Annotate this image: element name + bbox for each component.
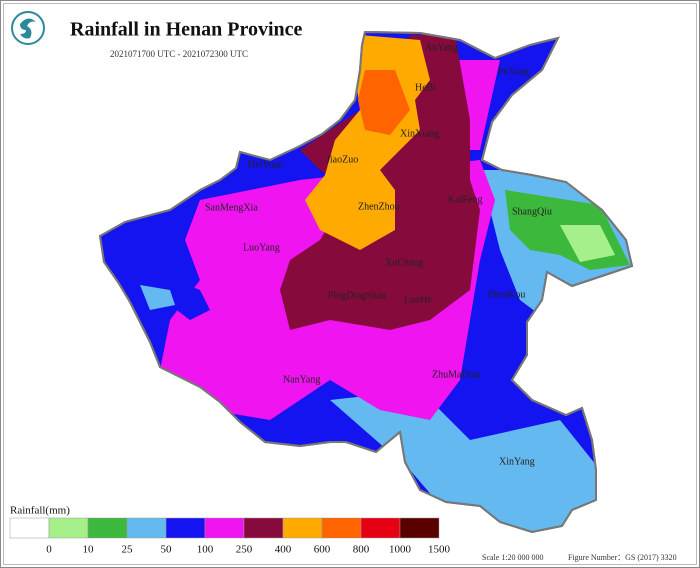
province-border xyxy=(98,30,634,534)
legend-swatch xyxy=(360,517,401,539)
legend-tick-label: 50 xyxy=(161,544,173,556)
city-label: PuYang xyxy=(498,66,529,77)
city-label: XinXiang xyxy=(400,128,439,139)
legend-tick-label: 250 xyxy=(236,544,253,556)
rainfall-field xyxy=(100,32,632,532)
city-label: HeiYuan xyxy=(248,159,283,170)
legend-swatch xyxy=(87,517,128,539)
legend-swatch xyxy=(204,517,245,539)
figure-number: Figure Number：GS (2017) 3320 xyxy=(568,553,677,562)
legend-tick-label: 25 xyxy=(122,544,134,556)
inner-frame xyxy=(3,3,697,565)
city-label: NanYang xyxy=(283,374,320,385)
city-label: PingDingShan xyxy=(328,290,386,301)
legend-swatch xyxy=(321,517,362,539)
legend-swatch xyxy=(282,517,323,539)
legend-swatch xyxy=(9,517,50,539)
legend-swatch xyxy=(243,517,284,539)
legend-swatch xyxy=(48,517,89,539)
legend-tick-label: 10 xyxy=(83,544,95,556)
legend-tick-label: 1000 xyxy=(389,544,412,556)
city-label: JiaoZuo xyxy=(326,154,358,165)
city-label: ZhouKou xyxy=(487,289,525,300)
legend-swatch xyxy=(165,517,206,539)
city-label: XinYang xyxy=(499,456,535,467)
city-labels: AnYang HeBi PuYang XinXiang JiaoZuo HeiYuan Sa… xyxy=(205,42,552,467)
legend-tick-label: 400 xyxy=(275,544,292,556)
city-label: LuoHe xyxy=(404,294,432,305)
title: Rainfall in Henan Province xyxy=(70,19,303,41)
legend-title: Rainfall(mm) xyxy=(10,505,70,517)
city-label: LuoYang xyxy=(243,242,280,253)
legend-tick-label: 600 xyxy=(314,544,331,556)
legend-tick-label: 100 xyxy=(197,544,214,556)
city-label: KaiFeng xyxy=(448,194,482,205)
subtitle: 2021071700 UTC - 2021072300 UTC xyxy=(110,49,248,59)
legend-swatch xyxy=(399,517,440,539)
legend-tick-label: 800 xyxy=(353,544,370,556)
legend-swatch xyxy=(126,517,167,539)
city-label: ZhuMaDian xyxy=(432,369,481,380)
logo xyxy=(11,11,45,45)
legend-tick-label: 0 xyxy=(46,544,52,556)
city-label: ShangQiu xyxy=(512,206,552,217)
city-label: XuChang xyxy=(385,257,423,268)
legend-tick-label: 1500 xyxy=(428,544,451,556)
city-label: SanMengXia xyxy=(205,202,258,213)
scale: Scale 1:20 000 000 xyxy=(482,553,544,562)
city-label: AnYang xyxy=(425,42,458,53)
city-label: HeBi xyxy=(415,82,436,93)
legend: 0 10 25 50 100 250 400 600 800 1000 1500 xyxy=(9,517,451,556)
city-label: ZhenZhou xyxy=(358,201,400,212)
